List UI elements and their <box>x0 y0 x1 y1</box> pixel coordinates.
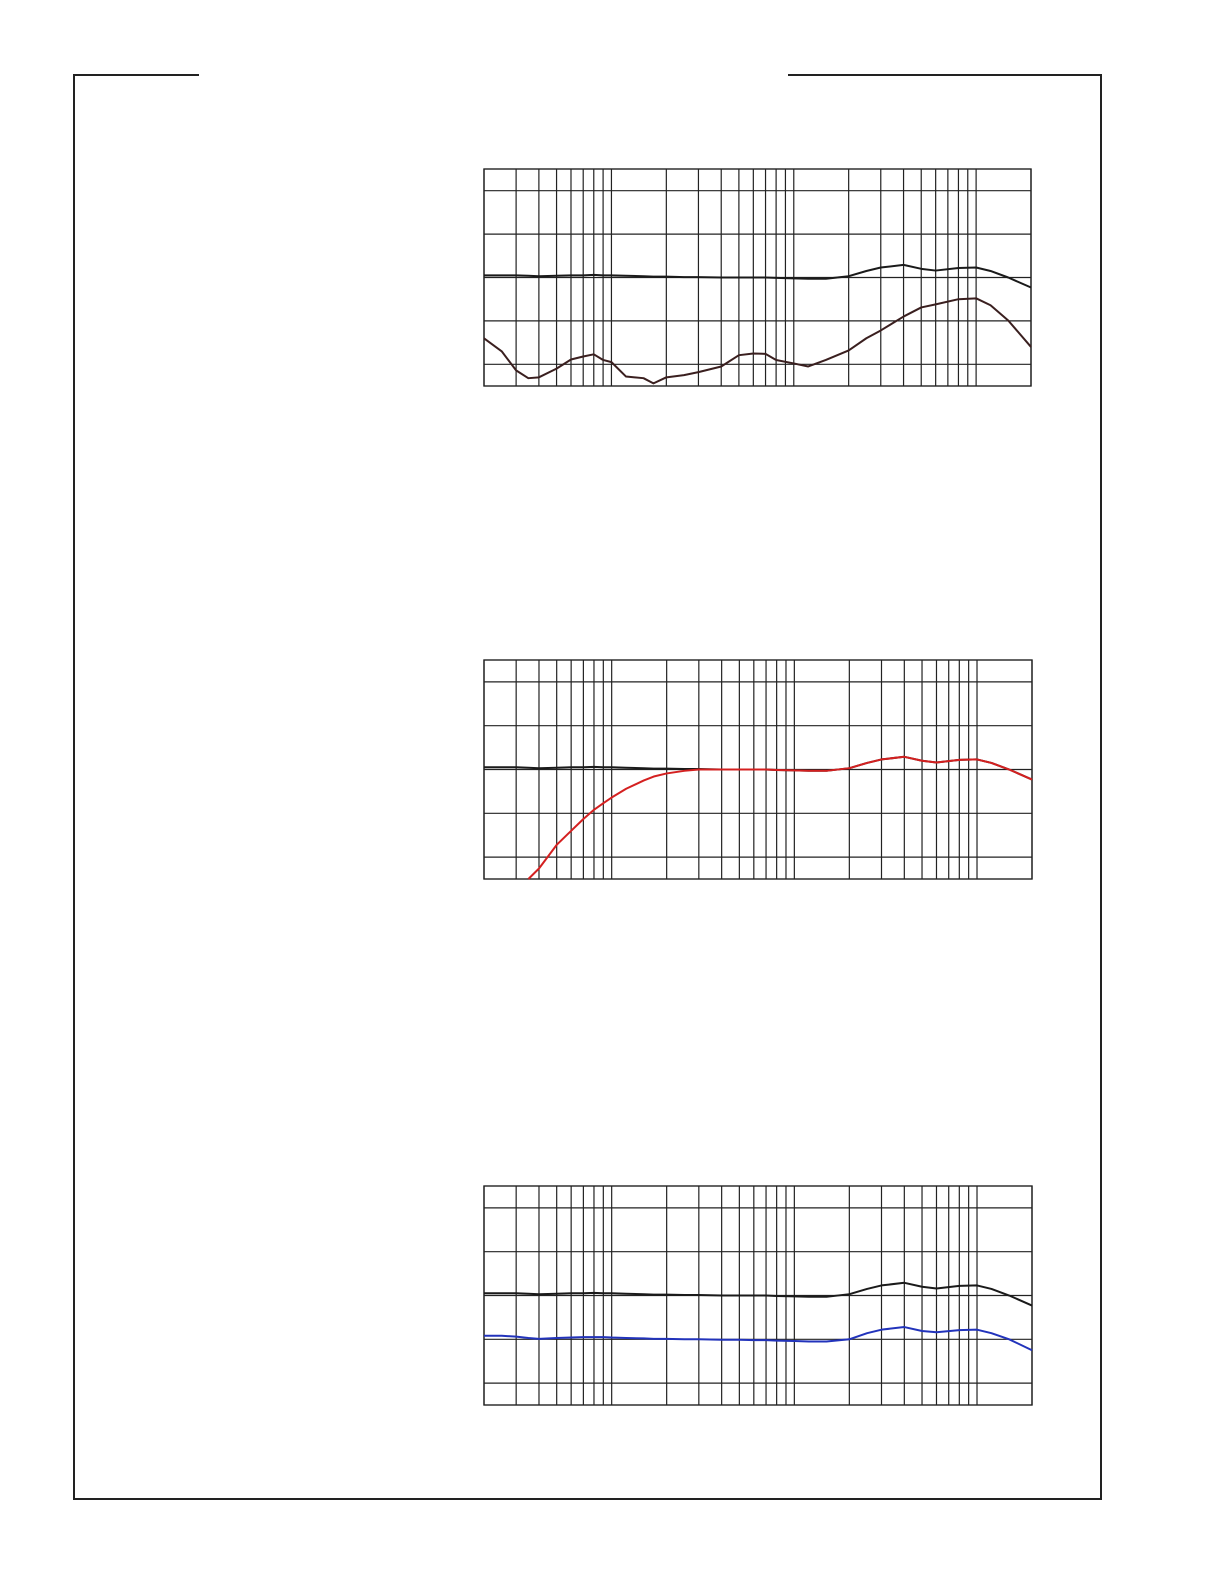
response-curve <box>527 755 1033 880</box>
plot-frame <box>483 659 1033 880</box>
response-curve <box>484 1281 1033 1307</box>
chart <box>483 659 1033 880</box>
chart <box>483 168 1032 387</box>
response-curve <box>484 263 1032 289</box>
chart <box>483 1185 1033 1406</box>
response-curve <box>484 1326 1033 1352</box>
response-curve <box>483 297 1032 385</box>
plot-frame <box>483 168 1032 387</box>
plot-frame <box>483 1185 1033 1406</box>
page-frame <box>73 74 1102 1500</box>
